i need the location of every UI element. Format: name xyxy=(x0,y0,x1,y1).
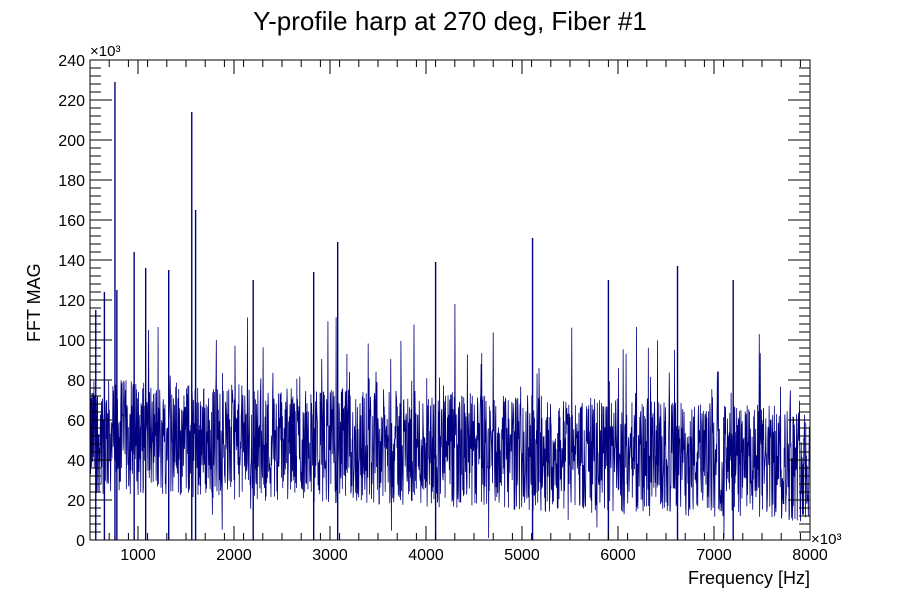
series-line xyxy=(89,303,811,539)
y-axis-label: FFT MAG xyxy=(24,263,44,342)
y-multiplier-label: ×10³ xyxy=(90,43,120,60)
x-tick-label: 7000 xyxy=(696,547,732,564)
series-line-group xyxy=(89,82,811,540)
y-tick-label: 20 xyxy=(67,493,85,510)
y-tick-label: 0 xyxy=(76,533,85,550)
x-tick-label: 6000 xyxy=(600,547,636,564)
plot-area: 1000 2000 3000 4000 5000 6000 7000 8000 0 20 40 60 8… xyxy=(58,53,828,564)
y-tick-label: 100 xyxy=(58,333,85,350)
y-tick-label: 180 xyxy=(58,173,85,190)
y-tick-label: 120 xyxy=(58,293,85,310)
x-tick-label: 3000 xyxy=(312,547,348,564)
y-tick-label: 200 xyxy=(58,133,85,150)
chart-title: Y-profile harp at 270 deg, Fiber #1 xyxy=(253,6,647,36)
y-tick-label: 140 xyxy=(58,253,85,270)
x-tick-label: 2000 xyxy=(216,547,252,564)
axis-ticks: 1000 2000 3000 4000 5000 6000 7000 8000 0 20 40 60 8… xyxy=(58,53,828,564)
x-tick-label: 8000 xyxy=(792,547,828,564)
y-tick-label: 240 xyxy=(58,53,85,70)
x-tick-label: 4000 xyxy=(408,547,444,564)
x-multiplier-label: ×10³ xyxy=(811,531,841,548)
x-tick-label: 5000 xyxy=(504,547,540,564)
x-axis-label: Frequency [Hz] xyxy=(688,568,810,588)
y-tick-label: 80 xyxy=(67,373,85,390)
y-tick-label: 220 xyxy=(58,93,85,110)
y-tick-label: 40 xyxy=(67,453,85,470)
y-tick-label: 160 xyxy=(58,213,85,230)
x-tick-label: 1000 xyxy=(120,547,156,564)
y-tick-label: 60 xyxy=(67,413,85,430)
